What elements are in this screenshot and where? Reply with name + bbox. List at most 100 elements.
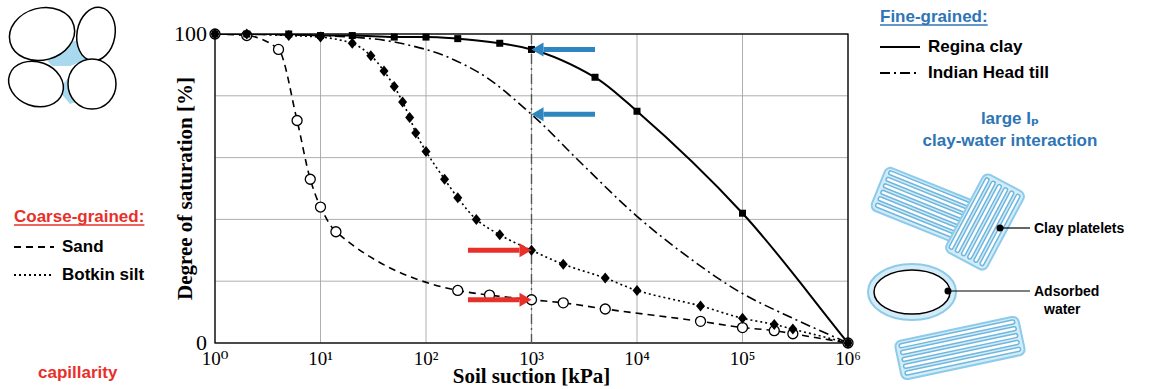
data-lines <box>215 34 848 343</box>
circle-marker <box>738 323 748 333</box>
arrow-head <box>520 293 532 307</box>
circle-marker <box>316 202 326 212</box>
diamond-marker <box>348 38 357 49</box>
square-marker <box>243 31 250 38</box>
diamond-marker <box>696 300 705 311</box>
arrow <box>468 293 532 307</box>
diamond-marker <box>844 338 853 349</box>
series-line <box>215 34 848 343</box>
diamond-marker <box>440 174 449 185</box>
sketch-label: Clay platelets <box>1034 220 1124 236</box>
x-axis-title: Soil suction [kPa] <box>453 364 611 388</box>
diamond-marker <box>472 214 481 225</box>
grain <box>68 59 116 109</box>
circle-marker <box>600 304 610 314</box>
x-grid-line <box>320 34 321 343</box>
sketch-label-line: water <box>1043 301 1081 317</box>
square-marker <box>592 74 599 81</box>
clay-sketch <box>868 166 1026 380</box>
leader-line <box>948 290 1030 291</box>
diamond-marker <box>380 66 389 77</box>
x-grid-line <box>742 34 743 343</box>
square-marker <box>212 31 219 38</box>
circle-marker <box>558 298 568 308</box>
square-marker <box>317 32 324 39</box>
legend-group-note: large Iₚ <box>981 109 1039 128</box>
legend-swatch <box>880 46 920 48</box>
legend-label: Sand <box>62 237 104 256</box>
diamond-marker <box>242 29 251 40</box>
y-axis-title: Degree of saturation [%] <box>173 77 197 300</box>
x-tick-label: 10⁵ <box>730 348 756 369</box>
diamond-marker <box>559 259 568 270</box>
data-markers <box>210 29 853 349</box>
title-underline <box>14 224 144 226</box>
grain-sketch <box>2 0 119 114</box>
arrow-head <box>532 107 544 121</box>
leader-line <box>1000 227 1030 228</box>
grain <box>2 54 70 114</box>
adsorbed-water-layer <box>944 172 1026 271</box>
diamond-marker <box>770 319 779 330</box>
arrow-shaft <box>544 112 596 117</box>
diamond-marker <box>788 324 797 335</box>
square-marker <box>391 34 398 41</box>
y-tick-label: 100 <box>174 21 207 46</box>
chart: 010010⁰10¹10²10³10⁴10⁵10⁶Soil suction [k… <box>0 0 1152 389</box>
series-line <box>215 34 848 343</box>
legend-swatch <box>880 72 920 74</box>
circle-marker <box>696 316 706 326</box>
platelet <box>875 203 956 239</box>
platelet-stack <box>944 172 1026 271</box>
grain <box>874 270 950 314</box>
x-tick-label: 10¹ <box>308 348 333 369</box>
diamond-marker <box>633 285 642 296</box>
circle-marker <box>292 116 302 126</box>
title-underline <box>880 24 988 26</box>
x-tick-label: 10⁶ <box>835 348 861 369</box>
x-tick-label: 10⁰ <box>202 348 229 369</box>
arrow <box>532 107 596 121</box>
x-tick-label: 10⁴ <box>624 348 650 369</box>
diamond-marker <box>316 32 325 43</box>
circle-marker <box>210 29 220 39</box>
arrow-shaft <box>544 47 596 52</box>
diamond-marker <box>390 81 399 92</box>
arrow-shaft <box>468 297 520 302</box>
sketch-label-line: Adsorbed <box>1034 283 1099 299</box>
diamond-marker <box>398 96 407 107</box>
circle-marker <box>305 174 315 184</box>
square-marker <box>423 34 430 41</box>
arrow-head <box>520 243 532 257</box>
square-marker <box>634 108 641 115</box>
legend-swatch <box>14 274 54 276</box>
legend-label: Botkin silt <box>62 265 145 284</box>
legend-swatch <box>14 246 54 248</box>
square-marker <box>845 340 852 347</box>
diamond-marker <box>422 146 431 157</box>
x-grid-line <box>637 34 638 343</box>
legend-label: Indian Head till <box>928 63 1049 82</box>
plot-frame <box>215 34 848 343</box>
arrow <box>532 42 596 56</box>
diamond-marker <box>601 273 610 284</box>
platelet <box>905 347 1021 375</box>
legend-group-note: capillarity <box>38 363 118 382</box>
leader-dot <box>945 288 952 295</box>
sketch-label: Adsorbed water <box>1034 283 1099 317</box>
square-marker <box>349 32 356 39</box>
leader-dot <box>997 225 1004 232</box>
adsorbed-water-layer <box>894 316 1025 380</box>
circle-marker <box>843 338 853 348</box>
diamond-marker <box>405 112 414 123</box>
square-marker <box>285 31 292 38</box>
grain <box>3 0 80 67</box>
diamond-marker <box>284 30 293 41</box>
arrow-head <box>532 42 544 56</box>
diamond-marker <box>738 313 747 324</box>
platelet-stack <box>894 316 1025 380</box>
circle-marker <box>453 285 463 295</box>
square-marker <box>739 210 746 217</box>
platelet <box>973 190 1014 263</box>
diamond-marker <box>366 50 375 61</box>
